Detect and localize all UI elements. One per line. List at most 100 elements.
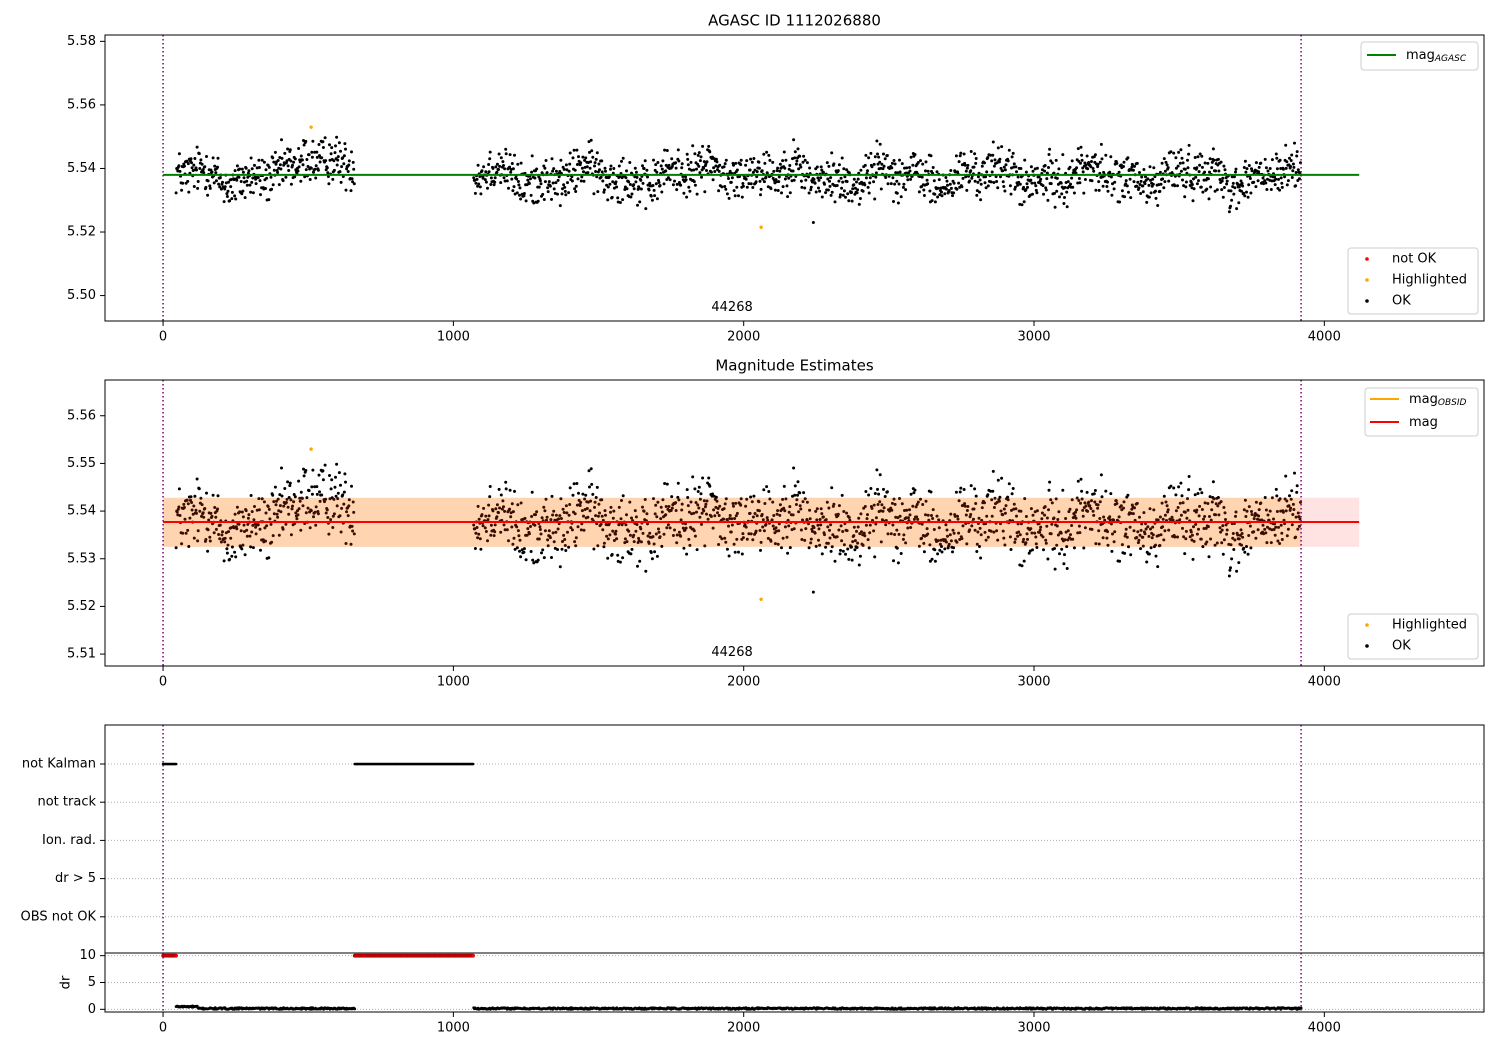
ok-point [1075,508,1079,512]
ok-point [1003,511,1007,515]
ok-point [1237,201,1241,205]
ok-point [270,187,274,191]
legend-point-swatch [1365,644,1369,648]
ok-point [880,162,884,166]
ok-point [503,509,507,513]
ok-point [892,200,895,203]
ok-point [1204,526,1208,530]
ok-point [775,512,779,516]
ok-point [193,157,197,160]
ok-point [688,189,692,193]
ok-point [760,169,764,173]
ok-point [628,500,632,504]
ok-point [488,157,492,161]
ok-point [628,533,632,537]
ok-point [590,149,594,153]
ok-point [535,167,539,171]
ok-point [748,511,752,515]
ok-point [1188,535,1192,539]
ok-point [1297,524,1301,528]
ok-point [475,526,479,529]
ok-point [342,502,346,506]
ok-point [321,469,325,473]
ok-point [705,169,708,172]
ok-point [899,552,903,555]
ok-point [185,159,189,163]
ok-point [995,180,999,183]
ok-point [254,532,258,536]
ok-point [1210,160,1214,164]
ok-point [1252,180,1256,184]
ok-point [750,160,754,164]
ok-point [878,500,882,504]
ok-point [874,516,878,520]
ok-point [853,548,857,552]
ok-point [512,185,516,189]
ok-point [576,177,580,181]
ok-point [795,498,799,502]
ok-point [259,193,262,197]
ok-point [1041,535,1045,539]
ok-point [589,467,593,471]
ok-point [784,497,788,501]
ok-point [1087,500,1091,504]
ok-point [509,170,513,174]
ok-point [288,148,292,152]
ok-point [1072,546,1076,550]
ok-point [1152,166,1156,170]
ok-point [1015,514,1018,518]
ok-point [617,164,621,168]
ok-point [808,517,812,521]
ok-point [674,161,678,165]
ok-point [266,505,270,508]
highlighted-point [759,225,763,229]
ok-point [1015,170,1018,174]
ok-point [638,200,642,204]
ok-point [681,526,685,530]
ok-point [814,190,818,194]
ok-point [861,189,865,193]
ok-point [594,157,598,161]
ok-point [329,152,333,156]
ok-point [1296,168,1300,172]
ok-point [281,527,285,531]
ok-point [240,192,244,196]
ok-point [786,195,790,199]
ok-point [316,512,320,516]
ok-point [740,552,744,556]
ok-point [1256,528,1260,532]
ok-point [655,554,659,558]
ok-point [1030,531,1034,535]
ok-point [707,144,711,148]
ok-point [1265,188,1269,191]
ok-point [959,486,963,490]
ok-point [1241,184,1245,188]
ok-point [671,183,675,187]
ok-point [913,153,917,156]
ok-point [517,534,521,538]
ok-point [804,527,808,531]
ok-point [283,151,287,155]
ok-point [685,488,689,492]
ok-point [820,195,824,199]
ok-point [953,170,957,174]
ok-point [590,482,594,486]
ok-point [211,493,215,497]
ok-point [691,144,695,148]
ok-point [1291,502,1295,506]
ok-point [276,171,280,174]
ok-point [636,203,639,207]
ok-point [1008,184,1012,188]
ok-point [1012,507,1016,511]
ok-point [933,200,937,204]
ok-point [857,202,861,206]
ok-point [1154,554,1158,558]
ok-point [1264,181,1268,185]
ok-point [1185,516,1189,520]
ok-point [777,180,781,184]
ok-point [868,523,872,527]
ok-point [1263,179,1267,183]
ok-point [222,559,226,563]
ok-point [1186,158,1189,162]
ok-point [975,189,979,193]
